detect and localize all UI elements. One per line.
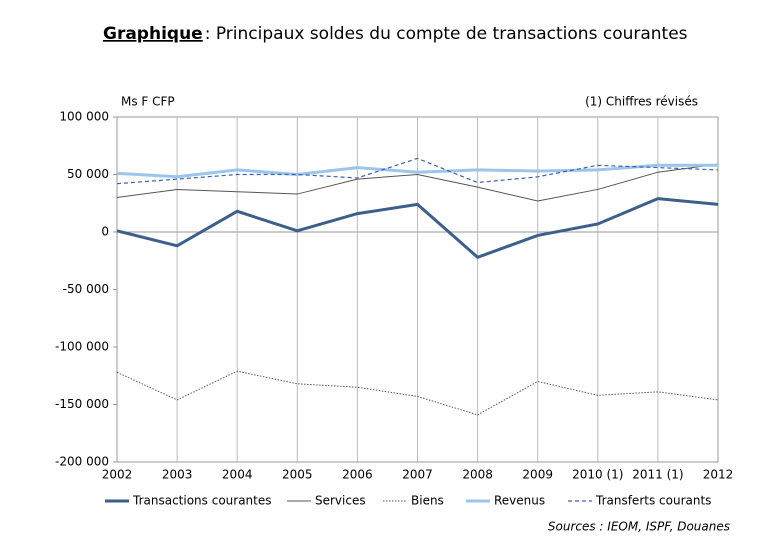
y-tick-label: 100 000 [59,110,109,124]
source: Sources : IEOM, ISPF, Douanes [548,520,730,534]
series-line [116,197,719,260]
x-tick-label: 2005 [282,468,313,482]
series-line [116,370,719,416]
x-tick-label: 2009 [522,468,553,482]
legend-label: Transactions courantes [132,494,272,508]
annotation: (1) Chiffres révisés [585,95,698,109]
y-tick-label: 50 000 [67,167,109,181]
series-line [116,163,718,179]
x-tick-label: 2012 [703,468,734,482]
x-tick-label: 2010 (1) [572,468,623,482]
x-tick-label: 2011 (1) [632,468,683,482]
legend-label: Services [315,494,366,508]
chart-title: : Principaux soldes du compte de transac… [205,24,688,44]
x-tick-label: 2004 [222,468,253,482]
x-tick-label: 2002 [102,468,133,482]
y-tick-label: 0 [101,225,109,239]
legend-label: Transferts courants [595,494,711,508]
legend-label: Biens [411,494,444,508]
legend-label: Revenus [494,494,545,508]
y-axis-label: Ms F CFP [121,95,175,109]
series-line [116,157,719,185]
y-tick-label: -200 000 [55,455,109,469]
title-prefix: Graphique [103,24,203,44]
x-tick-label: 2006 [342,468,373,482]
x-tick-label: 2008 [462,468,493,482]
series-line [116,163,719,202]
y-tick-label: -150 000 [55,397,109,411]
y-tick-label: -50 000 [63,282,109,296]
y-tick-label: -100 000 [55,340,109,354]
x-tick-label: 2003 [162,468,193,482]
x-tick-label: 2007 [402,468,433,482]
